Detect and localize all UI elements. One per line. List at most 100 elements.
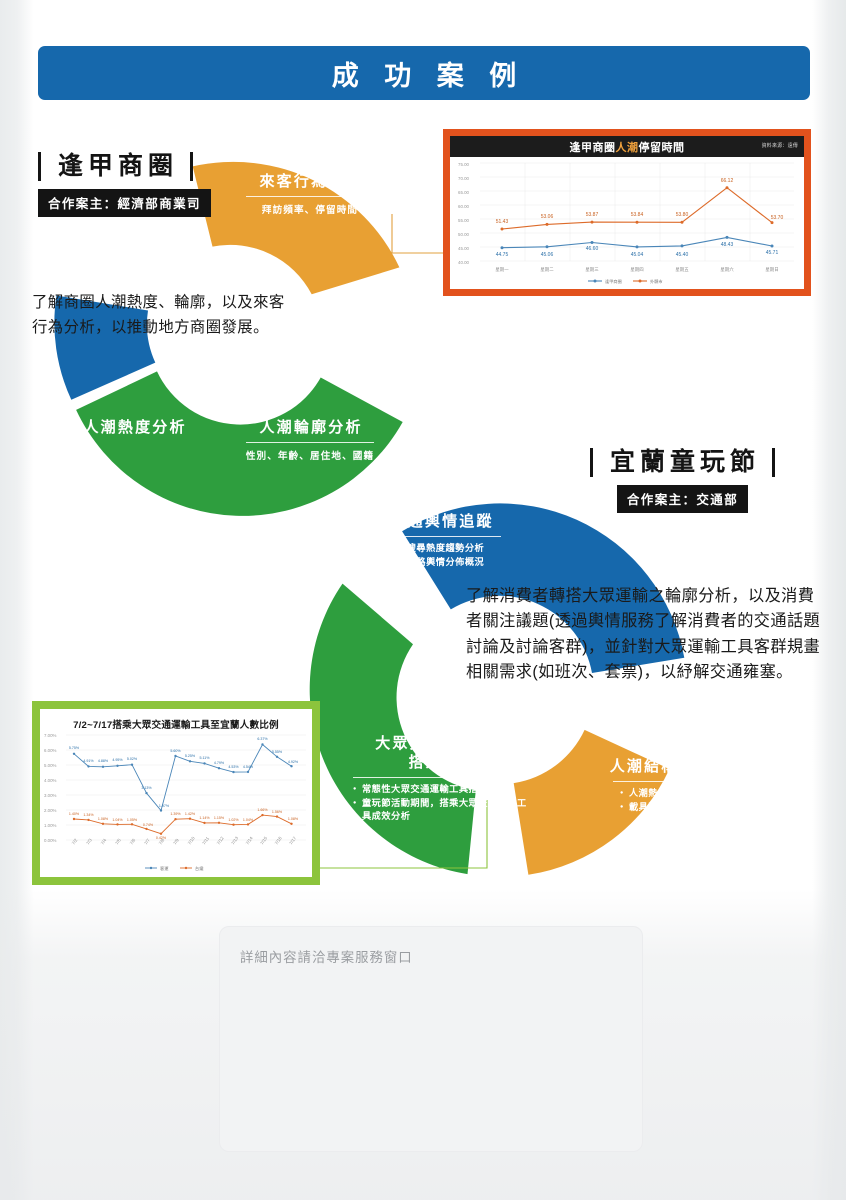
chart-title-bar: 逢甲商圈人潮停留時間 資料來源：遠傳 — [450, 136, 804, 157]
svg-text:4.92%: 4.92% — [288, 760, 299, 764]
svg-text:1.14%: 1.14% — [199, 816, 210, 820]
y-axis-ticks: 75.00 70.00 65.00 60.00 55.00 50.00 45.0… — [458, 162, 470, 265]
page-title: 成 功 案 例 — [331, 60, 526, 91]
svg-text:7/7: 7/7 — [143, 837, 151, 845]
svg-text:53.87: 53.87 — [586, 212, 599, 218]
chart-card-yilan-transit-share: 7/2~7/17搭乘大眾交通運輸工具至宜蘭人數比例 7.00% 6.00% 5.… — [32, 701, 320, 885]
svg-text:3.13%: 3.13% — [141, 786, 152, 790]
svg-text:7/2: 7/2 — [71, 837, 79, 845]
svg-text:4.54%: 4.54% — [243, 765, 254, 769]
svg-text:0.00%: 0.00% — [44, 838, 57, 843]
svg-text:45.71: 45.71 — [766, 250, 779, 256]
chart-inner: 逢甲商圈人潮停留時間 資料來源：遠傳 75.00 70.00 65.00 60.… — [450, 136, 804, 289]
svg-text:1.40%: 1.40% — [69, 812, 80, 816]
svg-text:7/10: 7/10 — [187, 835, 196, 845]
segment-label-crowd-structure-behavior: 人潮結構與行為分析 人潮熱度與行為分析 載具選擇與行為關聯性分析 — [596, 757, 776, 815]
svg-text:7/5: 7/5 — [114, 837, 122, 845]
svg-text:1.39%: 1.39% — [170, 812, 181, 816]
svg-text:7/9: 7/9 — [172, 837, 180, 845]
chart-legend: 逢甲商圈 外縣市 — [588, 278, 663, 285]
series-points-outer-city — [500, 186, 774, 231]
svg-text:60.00: 60.00 — [458, 204, 470, 209]
svg-text:1.04%: 1.04% — [243, 818, 254, 822]
segment-bullets: 人潮熱度與行為分析 載具選擇與行為關聯性分析 — [620, 787, 752, 814]
svg-text:0.42%: 0.42% — [156, 836, 167, 840]
case2-description: 了解消費者轉搭大眾運輸之輪廓分析，以及消費者關注議題(透過輿情服務了解消費者的交… — [466, 587, 821, 681]
divider — [613, 781, 759, 783]
svg-text:2.00%: 2.00% — [44, 808, 57, 813]
svg-text:5.11%: 5.11% — [200, 756, 211, 760]
svg-text:7/17: 7/17 — [288, 835, 297, 845]
segment-label-public-transit-ridership: 大眾交通運輸工具 搭乘分析 常態性大眾交通運輸工具搭乘分析 童玩節活動期間，搭乘… — [337, 734, 549, 824]
svg-text:7/8: 7/8 — [158, 837, 166, 845]
svg-text:客運: 客運 — [160, 865, 169, 872]
svg-text:5.55%: 5.55% — [272, 750, 283, 754]
grid-lines — [480, 162, 794, 262]
svg-text:4.88%: 4.88% — [98, 759, 109, 763]
svg-text:1.34%: 1.34% — [83, 813, 94, 817]
segment-label-crowd-heat: 人潮熱度分析 — [83, 419, 187, 436]
svg-text:星期四: 星期四 — [630, 267, 643, 273]
svg-text:53.80: 53.80 — [676, 212, 689, 218]
segment-label-traffic-opinion: 交通輿情追蹤 搜尋熱度趨勢分析 網路輿情分佈概況 — [356, 512, 526, 570]
series-labels-bus: 5.75% 4.91% 4.88% 4.95% 5.02% 3.13% 1.97% 5.… — [69, 737, 299, 808]
divider — [381, 536, 501, 538]
svg-text:45.40: 45.40 — [676, 252, 689, 258]
svg-text:4.53%: 4.53% — [228, 765, 239, 769]
svg-text:1.97%: 1.97% — [159, 804, 170, 808]
segment-label-customer-behavior: 來客行為分析 拜訪頻率、停留時間 — [236, 172, 384, 216]
chart-plot-area: 75.00 70.00 65.00 60.00 55.00 50.00 45.0… — [450, 157, 804, 287]
svg-text:7/11: 7/11 — [201, 836, 210, 846]
divider — [246, 442, 374, 444]
svg-text:1.66%: 1.66% — [257, 808, 268, 812]
svg-text:53.06: 53.06 — [541, 214, 554, 220]
case1-description: 了解商圈人潮熱度、輪廓，以及來客行為分析，以推動地方商圈發展。 — [32, 294, 285, 336]
svg-text:51.43: 51.43 — [496, 219, 509, 225]
svg-text:45.00: 45.00 — [458, 246, 470, 251]
series-labels-outer-city: 51.43 53.06 53.87 53.84 53.80 66.12 53.70 — [496, 178, 784, 225]
svg-text:53.84: 53.84 — [631, 212, 644, 218]
segment-bullets: 常態性大眾交通運輸工具搭乘分析 童玩節活動期間，搭乘大眾交通運輸工具成效分析 — [353, 783, 533, 823]
svg-text:星期二: 星期二 — [540, 267, 554, 273]
chart-inner: 7/2~7/17搭乘大眾交通運輸工具至宜蘭人數比例 7.00% 6.00% 5.… — [40, 709, 312, 877]
svg-text:7/14: 7/14 — [245, 835, 254, 845]
svg-text:44.75: 44.75 — [496, 252, 509, 258]
svg-text:40.00: 40.00 — [458, 260, 470, 265]
svg-text:1.04%: 1.04% — [112, 818, 123, 822]
chart-title: 逢甲商圈人潮停留時間 — [569, 141, 685, 154]
chart-source: 資料來源：遠傳 — [761, 143, 798, 149]
grid-lines — [66, 734, 306, 841]
svg-text:4.91%: 4.91% — [83, 759, 94, 763]
x-axis-ticks: 7/2 7/3 7/4 7/5 7/6 7/7 7/8 7/9 7/10 7/1… — [71, 835, 298, 845]
divider — [353, 777, 533, 779]
svg-text:星期一: 星期一 — [495, 267, 509, 273]
segment-label-crowd-profile: 人潮輪廓分析 性別、年齡、居住地、國籍 — [245, 419, 375, 463]
svg-text:46.60: 46.60 — [586, 246, 599, 252]
chart-title: 7/2~7/17搭乘大眾交通運輸工具至宜蘭人數比例 — [73, 720, 279, 731]
svg-text:1.08%: 1.08% — [288, 817, 299, 821]
svg-text:53.70: 53.70 — [771, 215, 784, 221]
svg-text:台鐵: 台鐵 — [195, 865, 204, 872]
svg-text:7/16: 7/16 — [274, 835, 283, 845]
svg-text:1.08%: 1.08% — [98, 817, 109, 821]
case2-title: 宜蘭童玩節 — [590, 448, 776, 477]
svg-text:星期六: 星期六 — [720, 266, 734, 273]
segment-bullets: 搜尋熱度趨勢分析 網路輿情分佈概況 — [398, 542, 485, 569]
case1-sponsor-badge: 合作案主：經濟部商業司 — [38, 188, 211, 217]
chart-legend: 客運 台鐵 — [145, 865, 204, 872]
series-labels-fengjia: 44.75 45.06 46.60 45.04 45.40 48.43 45.71 — [496, 242, 779, 258]
svg-text:5.60%: 5.60% — [170, 749, 181, 753]
divider — [246, 196, 374, 198]
svg-text:48.43: 48.43 — [721, 242, 734, 248]
svg-text:65.00: 65.00 — [458, 190, 470, 195]
svg-text:星期五: 星期五 — [675, 267, 689, 273]
series-line-bus — [73, 743, 292, 812]
svg-text:7/4: 7/4 — [100, 837, 108, 845]
svg-text:66.12: 66.12 — [721, 178, 734, 184]
svg-text:7.00%: 7.00% — [44, 733, 57, 738]
svg-text:5.25%: 5.25% — [185, 754, 196, 758]
case2-sponsor-badge: 合作案主：交通部 — [616, 484, 749, 513]
svg-text:7/6: 7/6 — [129, 837, 137, 845]
svg-text:星期日: 星期日 — [765, 267, 778, 273]
